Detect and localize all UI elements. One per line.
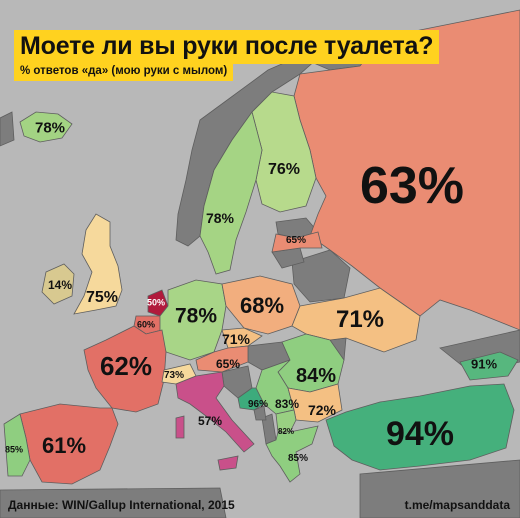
label-netherlands: 50%: [146, 297, 166, 308]
label-sweden: 78%: [205, 210, 235, 226]
greenland-edge-region: [0, 111, 15, 147]
country-portugal: [3, 413, 31, 477]
country-united-kingdom: [73, 213, 123, 315]
middle-east-region: [359, 459, 520, 518]
subtitle-box: % ответов «да» (мою руки с мылом): [14, 60, 234, 81]
label-belgium: 60%: [136, 319, 156, 330]
label-greece: 85%: [287, 453, 309, 464]
title-box: Моете ли вы руки после туалета?: [14, 30, 440, 64]
country-turkey: [325, 383, 515, 471]
label-serbia: 83%: [274, 397, 300, 411]
label-turkey: 94%: [385, 415, 455, 453]
north-africa-region: [0, 487, 227, 518]
label-bulgaria: 72%: [307, 402, 337, 418]
country-ireland: [41, 263, 75, 305]
country-greece: [265, 425, 319, 483]
source-caption: Данные: WIN/Gallup International, 2015: [8, 498, 235, 512]
label-north-macedonia: 82%: [277, 427, 295, 436]
label-germany: 78%: [174, 304, 218, 328]
label-czechia: 71%: [221, 331, 251, 347]
label-georgia: 91%: [470, 356, 498, 372]
label-latvia: 65%: [285, 235, 307, 246]
label-russia: 63%: [359, 157, 465, 215]
page-subtitle: % ответов «да» (мою руки с мылом): [20, 65, 228, 77]
country-czechia: [221, 327, 263, 349]
country-latvia: [271, 231, 323, 253]
country-italy-sicily: [217, 455, 239, 471]
label-portugal: 85%: [4, 444, 24, 455]
label-france: 62%: [99, 351, 153, 381]
label-iceland: 78%: [34, 119, 66, 137]
country-georgia: [459, 351, 519, 381]
label-finland: 76%: [267, 161, 301, 178]
country-italy-sardinia: [175, 415, 185, 439]
label-spain: 61%: [41, 433, 87, 458]
label-united-kingdom: 75%: [85, 289, 119, 306]
country-bosnia-and-herzegovina: [237, 387, 265, 411]
country-sweden: [199, 111, 263, 275]
country-germany: [159, 279, 227, 361]
label-bosnia-and-herzegovina: 96%: [247, 399, 269, 410]
label-italy: 57%: [197, 414, 223, 428]
credit-caption: t.me/mapsanddata: [404, 498, 510, 512]
label-poland: 68%: [239, 293, 285, 318]
label-austria: 65%: [215, 357, 241, 371]
country-iceland: [19, 111, 73, 143]
label-ukraine: 71%: [335, 306, 385, 333]
montenegro-region: [253, 405, 267, 421]
label-ireland: 14%: [47, 278, 73, 292]
label-romania: 84%: [295, 365, 337, 387]
country-austria: [195, 345, 249, 373]
country-italy: [175, 371, 255, 453]
page-title: Моете ли вы руки после туалета?: [20, 32, 434, 60]
label-switzerland: 73%: [163, 370, 185, 381]
country-ukraine: [291, 287, 421, 353]
country-north-macedonia: [275, 409, 297, 433]
